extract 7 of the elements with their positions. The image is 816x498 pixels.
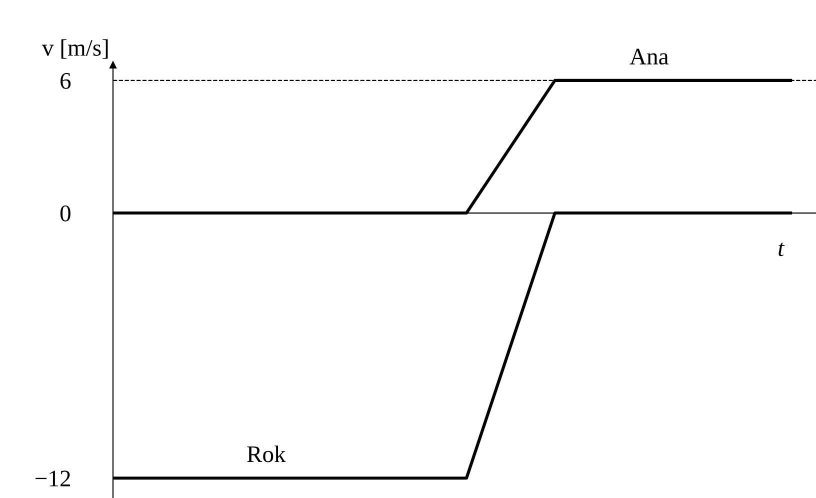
- y-tick-label: 6: [60, 73, 71, 89]
- x-axis-title: t: [778, 242, 785, 256]
- series-label: Ana: [630, 48, 668, 65]
- series-label: Rok: [247, 446, 286, 462]
- y-axis-title: v [m/s]: [42, 39, 108, 59]
- y-tick-label: 0: [60, 206, 70, 222]
- y-tick-label: −12: [36, 470, 70, 486]
